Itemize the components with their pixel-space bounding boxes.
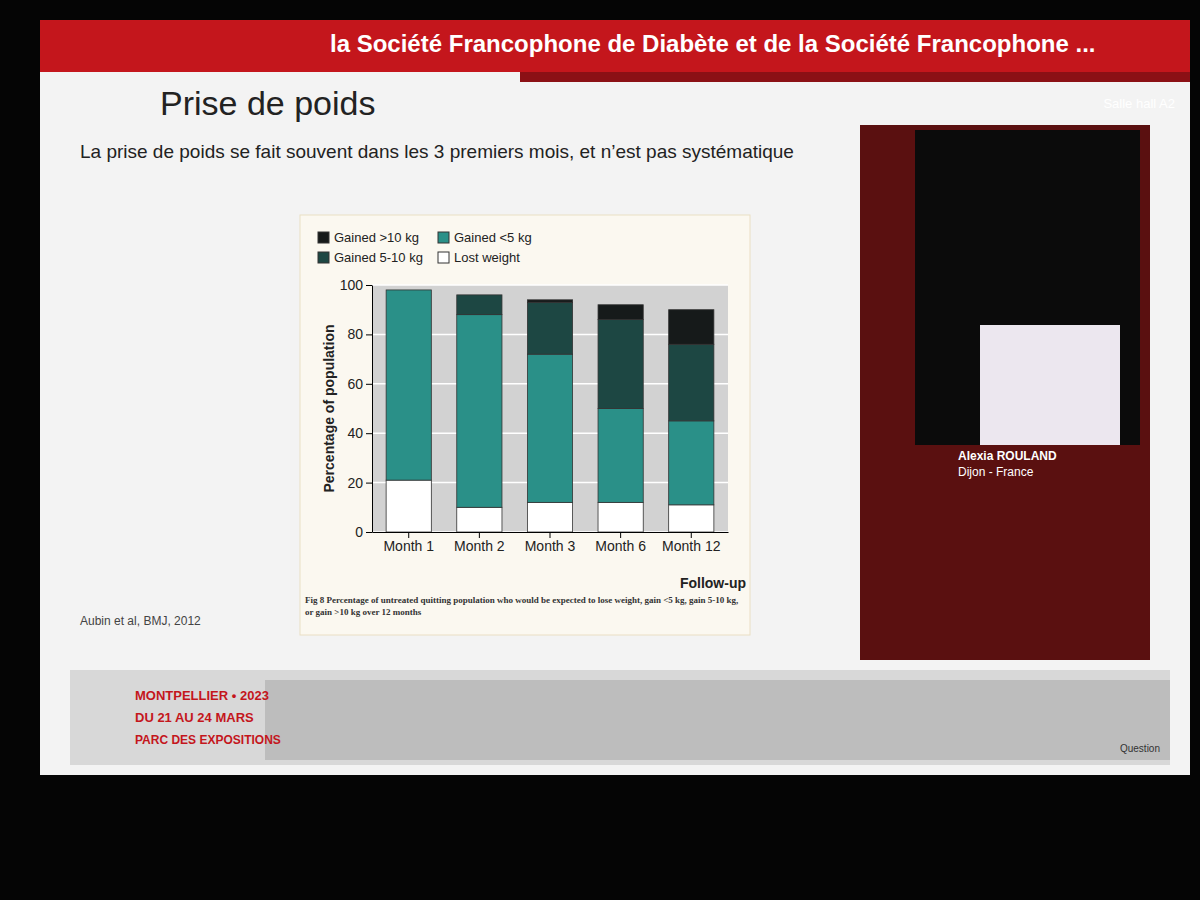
- question-button[interactable]: Question: [1120, 743, 1160, 754]
- legend-label: Lost weight: [454, 250, 520, 265]
- speaker-name: Alexia ROULAND: [958, 449, 1057, 463]
- bar-segment: [527, 354, 572, 502]
- x-tick: Month 12: [662, 532, 721, 554]
- bar-segment: [386, 290, 431, 480]
- y-tick-mark: [366, 285, 372, 286]
- bar-segment: [669, 310, 714, 345]
- figure-caption: Fig 8 Percentage of untreated quitting p…: [305, 595, 738, 617]
- x-tick-label: Month 12: [662, 538, 721, 554]
- y-tick-label: 0: [355, 524, 363, 540]
- bar-segment: [527, 300, 572, 302]
- header-text: la Société Francophone de Diabète et de …: [330, 30, 1096, 57]
- x-tick-label: Month 2: [454, 538, 505, 554]
- bar-segment: [598, 502, 643, 532]
- legend-swatch: [438, 252, 449, 263]
- y-tick-mark: [366, 433, 372, 434]
- bar-segment: [598, 305, 643, 320]
- y-tick: 40: [347, 425, 372, 441]
- legend-label: Gained >10 kg: [334, 230, 419, 245]
- bar-segment: [457, 315, 502, 508]
- bar-segment: [386, 289, 431, 290]
- x-axis-label: Follow-up: [680, 575, 746, 591]
- footer-venue: PARC DES EXPOSITIONS: [135, 733, 281, 747]
- bar-segment: [527, 502, 572, 532]
- y-tick-mark: [366, 334, 372, 335]
- slide-background: [40, 20, 1190, 775]
- bar-segment: [598, 409, 643, 503]
- speaker-city: Dijon - France: [958, 465, 1034, 479]
- x-tick: Month 1: [383, 532, 434, 554]
- legend-swatch: [318, 232, 329, 243]
- slide-header-band: [40, 20, 1190, 72]
- y-tick: 100: [340, 277, 372, 293]
- speaker-panel-frame: [860, 125, 1150, 660]
- footer-band: [70, 670, 1170, 765]
- room-label: Salle hall A2: [1103, 96, 1175, 111]
- x-axis: Month 1 Month 2 Month 3 Month 6 Month 12: [373, 532, 729, 554]
- caption-line: Fig 8 Percentage of untreated quitting p…: [305, 595, 738, 605]
- bar-segment: [457, 295, 502, 315]
- legend-label: Gained <5 kg: [454, 230, 532, 245]
- bar-segment: [669, 421, 714, 505]
- chart-subtitle: La prise de poids se fait souvent dans l…: [80, 141, 794, 162]
- bars: [386, 290, 714, 532]
- bar-segment: [598, 320, 643, 409]
- slide-header-stripe: [520, 72, 1190, 82]
- x-tick-label: Month 1: [383, 538, 434, 554]
- y-tick-mark: [366, 532, 372, 533]
- footer-city: MONTPELLIER • 2023: [135, 688, 269, 703]
- legend-label: Gained 5-10 kg: [334, 250, 423, 265]
- x-tick: Month 2: [454, 532, 505, 554]
- bar-segment: [669, 344, 714, 421]
- y-tick: 0: [355, 524, 372, 540]
- source-note: Aubin et al, BMJ, 2012: [80, 614, 201, 628]
- y-tick: 60: [347, 376, 372, 392]
- x-tick: Month 3: [525, 532, 576, 554]
- y-tick-label: 20: [347, 475, 363, 491]
- bar-segment: [457, 294, 502, 295]
- screen-background: [0, 0, 1200, 900]
- y-tick-label: 100: [340, 277, 364, 293]
- slide-photo: la Société Francophone de Diabète et de …: [0, 0, 1200, 900]
- bar-segment: [386, 480, 431, 532]
- y-tick-label: 60: [347, 376, 363, 392]
- bar-segment: [527, 302, 572, 354]
- lectern: [980, 325, 1120, 445]
- y-tick: 20: [347, 475, 372, 491]
- legend-swatch: [438, 232, 449, 243]
- x-tick: Month 6: [595, 532, 646, 554]
- footer-image: [265, 680, 1170, 760]
- y-tick-mark: [366, 384, 372, 385]
- y-tick-label: 80: [347, 326, 363, 342]
- bar-segment: [457, 507, 502, 532]
- chart-panel: [300, 215, 750, 635]
- x-tick-label: Month 3: [525, 538, 576, 554]
- y-tick-label: 40: [347, 425, 363, 441]
- legend-swatch: [318, 252, 329, 263]
- grid-line: [372, 284, 728, 286]
- y-axis-label: Percentage of population: [321, 324, 337, 492]
- footer-dates: DU 21 AU 24 MARS: [135, 710, 254, 725]
- legend: Gained >10 kg Gained <5 kg Gained 5-10 kg L…: [318, 230, 532, 265]
- y-axis-line: [372, 286, 373, 533]
- y-tick-mark: [366, 483, 372, 484]
- caption-line: or gain >10 kg over 12 months: [305, 607, 422, 617]
- y-axis: 0 20 40 60 80 100: [340, 277, 373, 540]
- bar-segment: [386, 289, 431, 290]
- bar-segment: [669, 505, 714, 532]
- grid: [372, 285, 728, 532]
- speaker-video: [915, 130, 1140, 445]
- plot-background: [372, 285, 728, 532]
- x-tick-label: Month 6: [595, 538, 646, 554]
- y-tick: 80: [347, 326, 372, 342]
- chart-title: Prise de poids: [160, 84, 375, 122]
